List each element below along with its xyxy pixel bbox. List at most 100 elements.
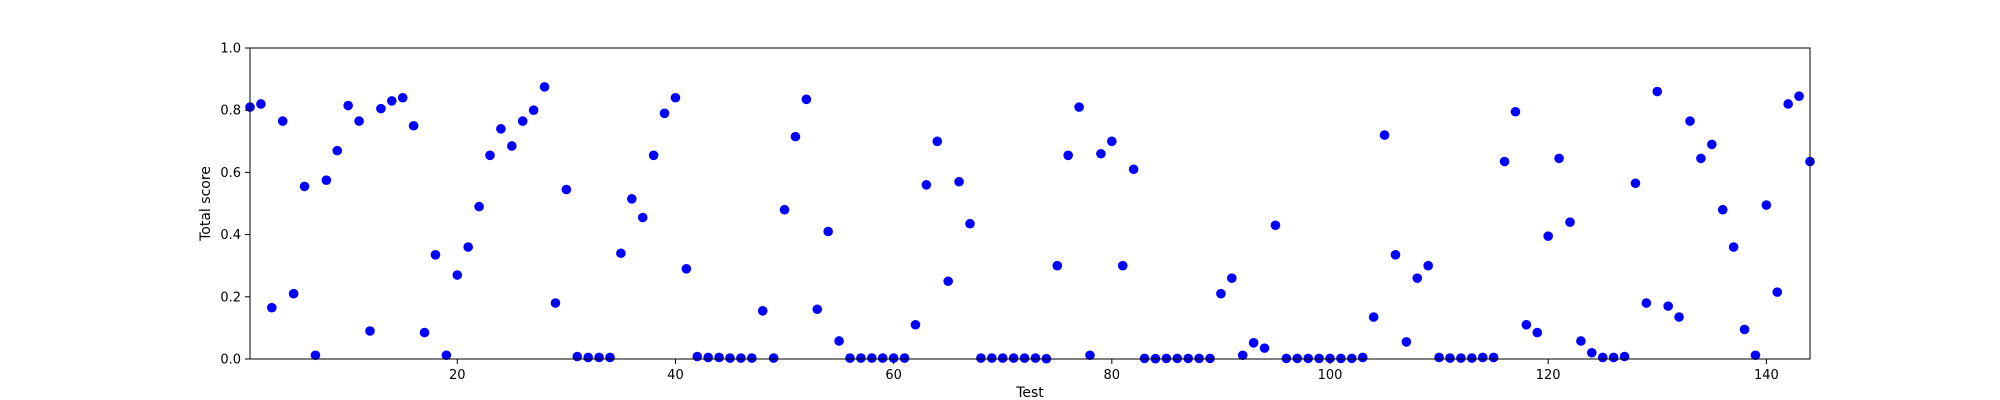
data-point (572, 351, 583, 362)
data-point (332, 145, 343, 156)
data-point (1794, 91, 1804, 102)
data-point (1172, 353, 1183, 364)
data-point (1674, 312, 1684, 322)
data-point (310, 350, 321, 361)
data-point (768, 353, 779, 363)
data-point (485, 150, 495, 161)
data-point (877, 353, 888, 363)
data-point (517, 116, 528, 126)
data-point (976, 353, 986, 363)
data-point (419, 327, 430, 338)
data-point (365, 326, 375, 336)
data-point (1161, 353, 1172, 364)
data-point (1096, 148, 1106, 159)
data-point (288, 288, 299, 299)
data-point (594, 352, 604, 363)
y-tick-label: 0.6 (220, 166, 241, 181)
data-point (1630, 178, 1641, 189)
data-point (463, 242, 473, 252)
data-point (1761, 200, 1772, 210)
data-point (1281, 353, 1292, 364)
data-point (1641, 298, 1652, 308)
data-point (1728, 242, 1739, 252)
data-point (965, 218, 975, 229)
x-tick-label: 20 (449, 368, 466, 383)
data-point (1456, 353, 1466, 363)
x-tick-label: 120 (1536, 368, 1561, 383)
data-point (1412, 273, 1423, 283)
x-tick-label: 100 (1318, 368, 1343, 383)
data-point (627, 194, 637, 204)
data-point (1085, 350, 1095, 361)
y-tick-label: 0.0 (220, 353, 241, 368)
data-point (408, 120, 419, 131)
x-axis-label: Test (1015, 385, 1044, 400)
data-point (1587, 347, 1597, 358)
data-point (1019, 353, 1030, 363)
data-point (1030, 353, 1041, 363)
data-point (1608, 352, 1619, 363)
data-point (714, 352, 724, 363)
data-point (943, 276, 953, 287)
data-point (507, 141, 517, 151)
data-point (343, 100, 353, 111)
data-point (1543, 231, 1553, 241)
data-point (1467, 353, 1477, 363)
data-points (245, 82, 1815, 364)
data-point (321, 175, 332, 185)
data-point (1227, 273, 1237, 283)
y-axis-label: Total score (198, 166, 214, 242)
data-point (1401, 337, 1412, 347)
data-point (1107, 136, 1117, 147)
data-point (834, 336, 844, 346)
data-point (997, 353, 1008, 363)
data-point (703, 352, 713, 363)
data-point (1074, 102, 1084, 112)
data-point (1707, 139, 1717, 150)
data-point (1237, 350, 1248, 361)
data-point (1750, 350, 1761, 361)
data-point (583, 352, 593, 363)
data-point (1510, 106, 1521, 117)
data-point (1117, 260, 1128, 271)
data-point (354, 116, 364, 126)
data-point (670, 92, 681, 103)
data-point (277, 116, 288, 126)
data-point (648, 150, 659, 161)
data-point (539, 82, 550, 92)
data-point (845, 353, 855, 363)
x-axis: 20 40 60 80 100 120 140 (449, 359, 1779, 383)
data-point (1303, 353, 1313, 364)
data-point (659, 108, 670, 119)
data-point (681, 264, 692, 274)
data-point (1652, 86, 1663, 97)
data-point (1194, 353, 1204, 364)
data-point (1434, 352, 1444, 363)
data-point (1423, 260, 1433, 271)
data-point (616, 248, 626, 259)
data-point (1477, 352, 1488, 363)
data-point (1336, 353, 1346, 364)
data-point (1488, 352, 1499, 363)
x-tick-label: 140 (1754, 368, 1779, 383)
data-point (1663, 301, 1673, 311)
data-point (1499, 156, 1510, 167)
data-point (1576, 336, 1586, 346)
data-point (987, 353, 997, 363)
data-point (1532, 327, 1543, 338)
data-point (1183, 353, 1193, 364)
data-point (757, 305, 768, 316)
y-tick-label: 0.2 (220, 290, 241, 305)
data-point (888, 353, 899, 363)
data-point (550, 298, 561, 308)
data-point (528, 105, 539, 115)
data-point (387, 96, 397, 106)
y-tick-label: 0.8 (220, 104, 241, 119)
data-point (932, 136, 943, 147)
data-point (1139, 353, 1150, 364)
plot-frame (249, 47, 1811, 360)
data-point (1717, 204, 1728, 215)
data-point (1128, 164, 1139, 175)
data-point (823, 226, 833, 237)
data-point (1619, 351, 1630, 362)
